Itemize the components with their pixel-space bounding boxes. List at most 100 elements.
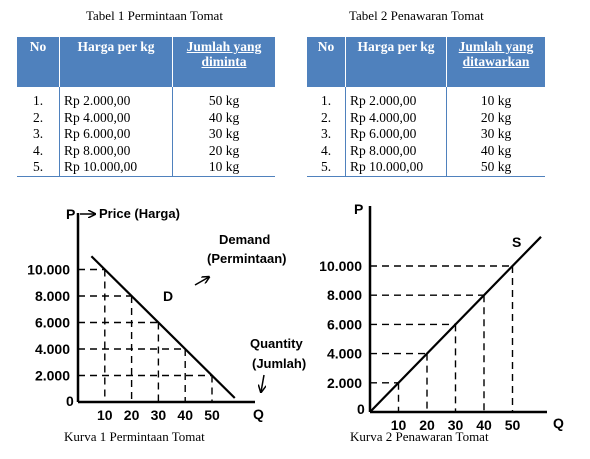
supply-p-axis-letter: P xyxy=(354,201,363,217)
table-row: 1. Rp 2.000,00 10 kg xyxy=(307,87,545,110)
cell-no: 1. xyxy=(32,93,44,109)
demand-guide-lines xyxy=(78,268,213,402)
quantity-note-line1: Quantity xyxy=(250,336,303,351)
cell-qty: 40 kg xyxy=(172,109,275,126)
cell-price: Rp 2.000,00 xyxy=(59,87,173,110)
table-row: 2. Rp 4.000,00 20 kg xyxy=(307,109,545,126)
demand-caption: Kurva 1 Permintaan Tomat xyxy=(64,429,205,444)
cell-price: Rp 2.000,00 xyxy=(345,87,447,110)
supply-x-tick-labels: 10 20 30 40 50 xyxy=(391,417,521,433)
table-row: 5. Rp 10.000,00 10 kg xyxy=(17,159,275,177)
table2-caption: Tabel 2 Penawaran Tomat xyxy=(349,8,484,23)
cell-no: 4. xyxy=(320,142,332,158)
cell-price: Rp 8.000,00 xyxy=(59,142,173,159)
table2-header-no: No xyxy=(307,37,346,87)
cell-no: 5. xyxy=(307,159,346,177)
cell-qty: 30 kg xyxy=(446,126,545,143)
supply-curve-line xyxy=(369,236,542,413)
demand-x-tick-labels: 10 20 30 40 50 xyxy=(97,407,220,423)
supply-curve-label: S xyxy=(512,234,521,250)
table-row: 4. Rp 8.000,00 40 kg xyxy=(307,142,545,159)
table2: No Harga per kg Jumlah yang ditawarkan 1… xyxy=(307,37,545,177)
table-row: 3. Rp 6.000,00 30 kg xyxy=(17,126,275,143)
cell-price: Rp 4.000,00 xyxy=(59,109,173,126)
table-row: 4. Rp 8.000,00 20 kg xyxy=(17,142,275,159)
cell-no: 1. xyxy=(320,93,332,109)
table1: No Harga per kg Jumlah yang diminta 1. Rp… xyxy=(17,37,275,177)
supply-x-tick-label: 50 xyxy=(505,417,521,433)
demand-x-tick-label: 10 xyxy=(97,407,113,423)
table1-caption: Tabel 1 Permintaan Tomat xyxy=(86,8,223,23)
cell-qty: 20 kg xyxy=(172,142,275,159)
table2-header-qty: Jumlah yang ditawarkan xyxy=(446,37,545,87)
demand-y-tick-label: 8.000 xyxy=(35,288,70,304)
demand-x-tick-label: 30 xyxy=(151,407,167,423)
table-row: 2. Rp 4.000,00 40 kg xyxy=(17,109,275,126)
cell-qty: 40 kg xyxy=(446,142,545,159)
table1-header-price: Harga per kg xyxy=(59,37,173,87)
table1-header-qty: Jumlah yang diminta xyxy=(172,37,275,87)
cell-qty: 10 kg xyxy=(446,87,545,110)
table2-header-row: No Harga per kg Jumlah yang ditawarkan xyxy=(307,37,545,87)
supply-y-tick-label: 4.000 xyxy=(327,346,362,362)
supply-x-tick-label: 20 xyxy=(419,417,435,433)
demand-y-tick-label: 2.000 xyxy=(35,368,70,384)
demand-curve-line xyxy=(90,255,236,399)
supply-guide-lines xyxy=(370,265,514,412)
supply-q-axis-letter: Q xyxy=(553,415,564,431)
demand-p-axis-letter: P xyxy=(66,206,75,222)
cell-price: Rp 10.000,00 xyxy=(59,159,173,177)
cell-no: 2. xyxy=(320,109,332,125)
supply-x-tick-label: 10 xyxy=(391,417,407,433)
demand-curve-label: D xyxy=(163,288,173,304)
demand-arrow-icon xyxy=(194,277,209,286)
cell-no: 3. xyxy=(320,126,332,142)
cell-no: 4. xyxy=(32,142,44,158)
cell-no: 5. xyxy=(17,159,60,177)
demand-y-tick-labels: 2.000 4.000 6.000 8.000 10.000 xyxy=(27,262,70,384)
cell-qty: 50 kg xyxy=(446,159,545,177)
supply-y-tick-label: 2.000 xyxy=(327,375,362,391)
cell-qty: 10 kg xyxy=(172,159,275,177)
demand-x-tick-label: 20 xyxy=(124,407,140,423)
supply-y-tick-label: 8.000 xyxy=(327,287,362,303)
supply-y-tick-labels: 2.000 4.000 6.000 8.000 10.000 xyxy=(319,258,362,391)
supply-x-tick-label: 30 xyxy=(448,417,464,433)
demand-y-tick-label: 4.000 xyxy=(35,341,70,357)
supply-y-tick-label: 6.000 xyxy=(327,316,362,332)
table-row: 3. Rp 6.000,00 30 kg xyxy=(307,126,545,143)
supply-y-tick-label: 10.000 xyxy=(319,258,362,274)
demand-origin-label: 0 xyxy=(66,393,74,409)
cell-no: 3. xyxy=(32,126,44,142)
cell-price: Rp 6.000,00 xyxy=(59,126,173,143)
table-row: 1. Rp 2.000,00 50 kg xyxy=(17,87,275,110)
cell-price: Rp 4.000,00 xyxy=(345,109,447,126)
demand-price-note: Price (Harga) xyxy=(99,206,180,221)
supply-origin-label: 0 xyxy=(357,401,365,417)
supply-caption: Kurva 2 Penawaran Tomat xyxy=(350,429,489,444)
cell-no: 2. xyxy=(32,109,44,125)
cell-qty: 50 kg xyxy=(172,87,275,110)
quantity-arrow-icon xyxy=(261,374,264,392)
cell-price: Rp 8.000,00 xyxy=(345,142,447,159)
supply-x-tick-label: 40 xyxy=(476,417,492,433)
table1-header-row: No Harga per kg Jumlah yang diminta xyxy=(17,37,275,87)
cell-price: Rp 6.000,00 xyxy=(345,126,447,143)
cell-qty: 20 kg xyxy=(446,109,545,126)
quantity-note-line2: (Jumlah) xyxy=(252,356,306,371)
cell-price: Rp 10.000,00 xyxy=(345,159,447,177)
demand-x-tick-label: 40 xyxy=(177,407,193,423)
table2-header-price: Harga per kg xyxy=(345,37,447,87)
table-row: 5. Rp 10.000,00 50 kg xyxy=(307,159,545,177)
demand-note-line1: Demand xyxy=(219,232,270,247)
cell-qty: 30 kg xyxy=(172,126,275,143)
demand-note-line2: (Permintaan) xyxy=(207,251,286,266)
demand-x-tick-label: 50 xyxy=(204,407,220,423)
table1-header-no: No xyxy=(17,37,60,87)
demand-y-tick-label: 10.000 xyxy=(27,262,70,278)
demand-y-tick-label: 6.000 xyxy=(35,315,70,331)
demand-q-axis-letter: Q xyxy=(253,406,264,422)
